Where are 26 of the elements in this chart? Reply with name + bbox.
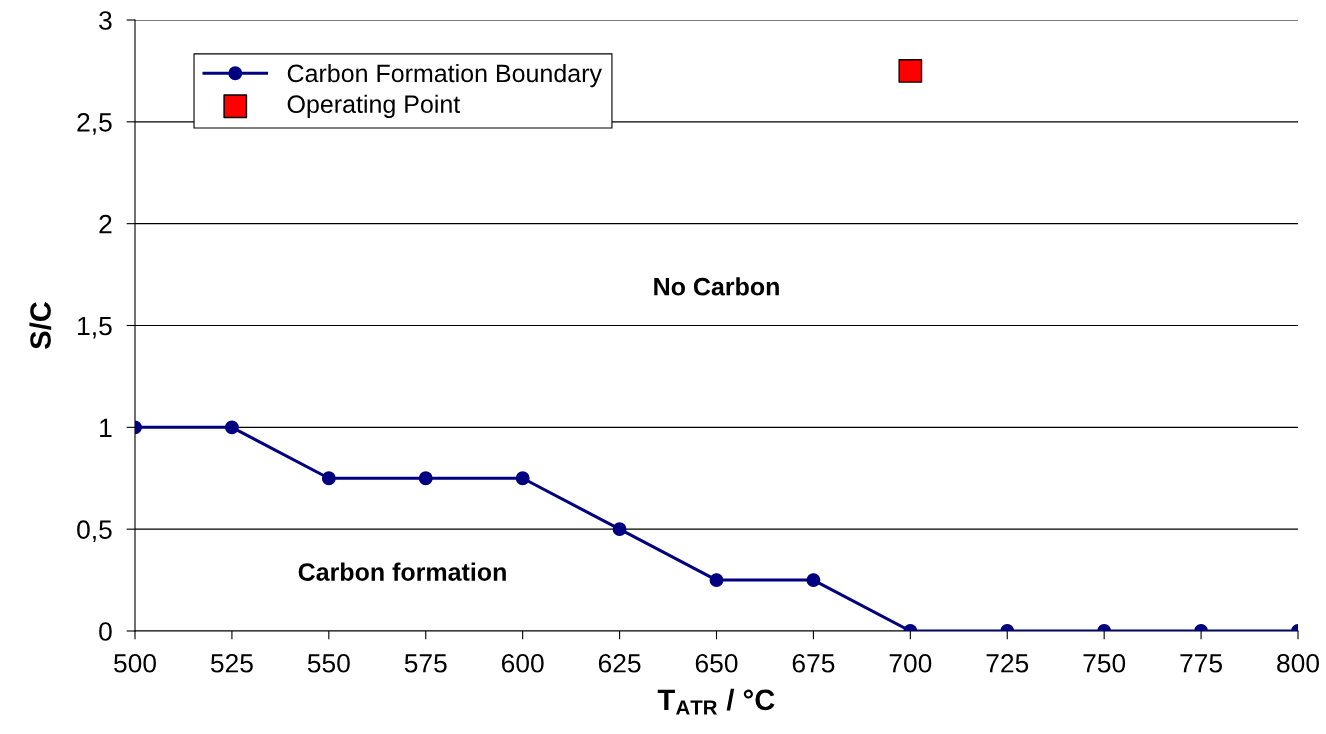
y-tick-label: 0 bbox=[99, 622, 112, 641]
x-tick-label: 625 bbox=[598, 653, 641, 673]
x-tick-label: 800 bbox=[1277, 653, 1319, 673]
y-axis-title: S/C bbox=[29, 301, 52, 349]
legend-label: Carbon Formation Boundary bbox=[287, 63, 602, 88]
x-tick-label: 675 bbox=[792, 653, 835, 673]
x-tick-label: 500 bbox=[114, 653, 156, 673]
legend-label: Operating Point bbox=[287, 94, 461, 118]
y-tick-label: 1,5 bbox=[78, 316, 112, 339]
x-tick-label: 700 bbox=[889, 653, 932, 673]
x-tick-label: 550 bbox=[307, 653, 350, 673]
x-tick-label: 750 bbox=[1083, 653, 1126, 673]
y-tick-label: 2,5 bbox=[77, 112, 112, 135]
y-tick-label: 1 bbox=[100, 418, 112, 437]
x-tick-label: 650 bbox=[695, 653, 738, 673]
x-tick-label: 525 bbox=[210, 653, 253, 673]
y-tick-label: 0,5 bbox=[77, 520, 112, 543]
x-tick-label: 575 bbox=[404, 654, 447, 673]
annotation: Carbon formation bbox=[298, 562, 506, 581]
annotation: No Carbon bbox=[654, 277, 779, 296]
x-tick-label: 725 bbox=[986, 653, 1029, 673]
y-tick-label: 2 bbox=[99, 214, 112, 234]
x-axis-title: T$_{ATR}$ / °C bbox=[657, 688, 775, 715]
x-tick-label: 600 bbox=[501, 653, 544, 673]
x-tick-label: 775 bbox=[1180, 654, 1222, 673]
y-tick-label: 3 bbox=[99, 11, 112, 30]
